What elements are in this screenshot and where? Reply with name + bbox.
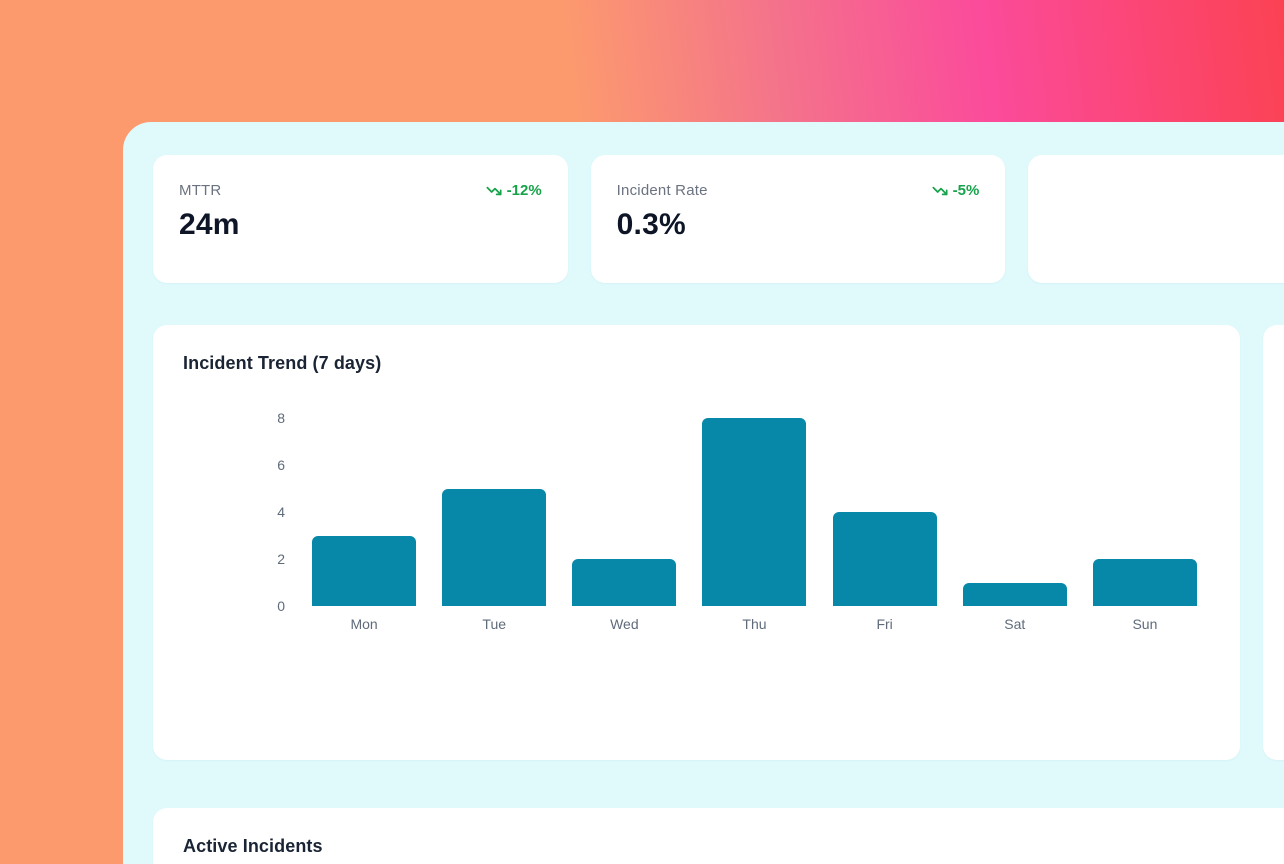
- y-tick-label: 2: [277, 551, 285, 567]
- trend-badge: -5%: [932, 182, 980, 199]
- bar-slot: Sat: [950, 418, 1080, 632]
- trend-value: -12%: [506, 182, 542, 199]
- stat-card-cropped: [1028, 155, 1284, 283]
- trend-badge: -12%: [486, 182, 542, 199]
- x-tick-label: Sun: [1132, 616, 1158, 632]
- x-tick-label: Wed: [610, 616, 639, 632]
- bar-chart: 0 2 4 6 8 Mon Tue Wed Thu Fri Sat Sun: [183, 410, 1210, 632]
- x-tick-label: Mon: [350, 616, 378, 632]
- x-tick-label: Tue: [482, 616, 507, 632]
- active-incidents-card: Active Incidents: [153, 808, 1284, 864]
- bar-slot: Sun: [1080, 418, 1210, 632]
- chart-bars-area: Mon Tue Wed Thu Fri Sat Sun: [299, 418, 1210, 632]
- chart-y-axis: 0 2 4 6 8: [183, 410, 299, 614]
- stat-value: 0.3%: [616, 208, 686, 241]
- bar-slot: Thu: [689, 418, 819, 632]
- y-tick-label: 0: [277, 598, 285, 614]
- bar-slot: Tue: [429, 418, 559, 632]
- stat-card-header: MTTR -12%: [179, 182, 542, 199]
- bar-sun: [1092, 559, 1197, 606]
- side-card-cropped: [1263, 325, 1284, 760]
- stat-value: 24m: [179, 208, 240, 241]
- bar-tue: [442, 488, 547, 606]
- dashboard-panel: MTTR -12% 24m Incident Rate: [123, 122, 1284, 864]
- x-tick-label: Sat: [1004, 616, 1026, 632]
- bar-mon: [312, 535, 417, 606]
- bar-fri: [832, 512, 937, 606]
- trending-down-icon: [486, 183, 502, 199]
- stat-card-incident-rate: Incident Rate -5% 0.3%: [590, 155, 1006, 283]
- stat-label: Incident Rate: [616, 182, 708, 199]
- stat-card-header: Incident Rate -5%: [617, 182, 980, 199]
- incidents-row: Active Incidents: [153, 808, 1284, 864]
- chart-title: Incident Trend (7 days): [183, 353, 382, 373]
- x-tick-label: Fri: [876, 616, 893, 632]
- incident-trend-card: Incident Trend (7 days) 0 2 4 6 8 Mon Tue Wed T…: [153, 325, 1240, 760]
- bar-slot: Fri: [820, 418, 950, 632]
- bar-slot: Mon: [299, 418, 429, 632]
- bar-sat: [962, 582, 1067, 606]
- y-tick-label: 6: [277, 457, 285, 473]
- x-tick-label: Thu: [742, 616, 767, 632]
- y-tick-label: 8: [277, 410, 285, 426]
- chart-row: Incident Trend (7 days) 0 2 4 6 8 Mon Tue Wed T…: [153, 325, 1284, 760]
- y-tick-label: 4: [277, 504, 285, 520]
- incidents-title: Active Incidents: [183, 836, 323, 856]
- stat-label: MTTR: [179, 182, 222, 199]
- bar-wed: [572, 559, 677, 606]
- trend-value: -5%: [952, 182, 980, 199]
- bar-thu: [702, 418, 807, 606]
- stat-card-mttr: MTTR -12% 24m: [153, 155, 568, 283]
- bar-slot: Wed: [559, 418, 689, 632]
- trending-down-icon: [932, 183, 948, 199]
- stats-row: MTTR -12% 24m Incident Rate: [153, 155, 1284, 283]
